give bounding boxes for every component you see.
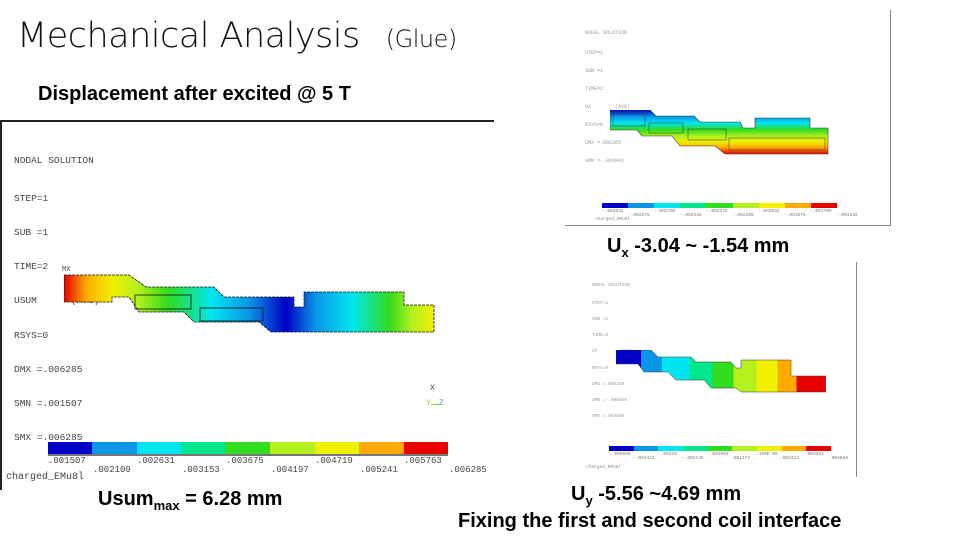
uy-color-legend xyxy=(609,446,832,451)
info-line: STEP=1 xyxy=(592,300,609,306)
info-line: TIME=2 xyxy=(14,261,49,273)
tick: -.003042 xyxy=(602,209,624,214)
info-line: STEP=1 xyxy=(585,50,604,56)
tick: .002109 xyxy=(93,465,131,475)
uy-contour-plot xyxy=(616,350,826,393)
ux-legend-ticks: -.003042 -.002708 -.002375 -.002042 -.00… xyxy=(602,209,882,219)
info-line: SUB =1 xyxy=(585,68,604,74)
usum-plot-panel: NODAL SOLUTION STEP=1 SUB =1 TIME=2 USUM… xyxy=(0,120,494,490)
tick: .004197 xyxy=(271,465,309,475)
info-line: SMN =-.003042 xyxy=(585,158,625,164)
usum-legend-ticks: .001507 .002631 .003675 .004719 .005763 … xyxy=(48,456,487,476)
info-line: TIME=2 xyxy=(585,86,604,92)
info-line: RSYS=0 xyxy=(585,122,604,128)
ux-contour-plot xyxy=(610,110,829,155)
usum-caption: Usummax = 6.28 mm xyxy=(98,488,282,513)
info-line: TIME=2 xyxy=(592,333,609,339)
tick: .004719 xyxy=(315,456,353,466)
axis-x-label: X xyxy=(430,384,435,393)
tick: .005241 xyxy=(360,465,398,475)
info-line: SMN =.001507 xyxy=(14,397,83,409)
caption-sub: x xyxy=(621,245,629,260)
info-line: DMX =.006265 xyxy=(592,381,625,387)
tick: -.001875 xyxy=(784,213,806,218)
info-line: SMX =.004689 xyxy=(592,414,625,420)
usum-contour-plot xyxy=(64,274,435,333)
title-suffix: (Glue) xyxy=(385,25,457,53)
axis-y-label: Y xyxy=(426,399,431,408)
ux-info-block: NODAL SOLUTION STEP=1 SUB =1 TIME=2 UX (… xyxy=(585,18,630,188)
caption-main: U xyxy=(607,235,622,257)
tick: -.004423 xyxy=(633,456,655,461)
caption-rest: = 6.28 mm xyxy=(179,488,283,510)
tick: .002631 xyxy=(137,456,175,466)
mx-label: MX xyxy=(62,266,71,274)
info-line: UX (AVG) xyxy=(585,104,631,110)
tick: -.002542 xyxy=(680,213,702,218)
tick: .005763 xyxy=(404,456,442,466)
title-text: Mechanical Analysis xyxy=(17,16,360,56)
tick: -.001542 xyxy=(836,213,858,218)
tick: .001274 xyxy=(731,456,750,461)
caption-rest: -3.04 ~ -1.54 mm xyxy=(628,235,790,257)
caption-sub: max xyxy=(153,498,180,513)
tick: .003675 xyxy=(226,456,264,466)
uy-caption-line2: Fixing the first and second coil interfa… xyxy=(458,510,842,532)
info-line: SMN =-.005556 xyxy=(592,397,628,403)
info-line: NODAL SOLUTION xyxy=(592,282,630,288)
tick: -.005556 xyxy=(609,452,631,457)
tick: -.001709 xyxy=(810,209,832,214)
tick: -.002146 xyxy=(682,456,704,461)
uy-legend-ticks: -.005556 -.00329 -.001003 .190E-05 .0035… xyxy=(609,452,859,462)
caption-main: Usum xyxy=(98,488,154,510)
caption-main: U xyxy=(571,483,586,505)
uy-info-block: NODAL SOLUTION STEP=1 SUB =1 TIME=2 UY (… xyxy=(592,272,633,430)
info-line: NODAL SOLUTION xyxy=(585,30,628,36)
ux-footer: charged_EMu8l xyxy=(595,217,631,222)
tick: -.002209 xyxy=(732,213,754,218)
ux-caption: Ux -3.04 ~ -1.54 mm xyxy=(607,235,789,260)
tick: .004689 xyxy=(829,456,848,461)
tick: -.001003 xyxy=(707,452,729,457)
uy-caption: Uy -5.56 ~4.69 mm xyxy=(571,483,741,508)
info-line: RSYS=0 xyxy=(592,365,609,371)
uy-plot-panel: NODAL SOLUTION STEP=1 SUB =1 TIME=2 UY (… xyxy=(570,262,857,477)
tick: -.00329 xyxy=(658,452,677,457)
slide-title: Mechanical Analysis (Glue) xyxy=(17,16,457,56)
caption-rest: -5.56 ~4.69 mm xyxy=(592,483,742,505)
info-line: NODAL SOLUTION xyxy=(14,154,94,166)
info-line: SUB =1 xyxy=(592,317,609,323)
tick: .002413 xyxy=(780,456,799,461)
tick: .001507 xyxy=(48,456,86,466)
usum-color-legend xyxy=(48,442,448,456)
info-line: SUB =1 xyxy=(14,227,49,239)
info-line: SMX =.006285 xyxy=(14,432,83,444)
usum-footer: charged_EMu8l xyxy=(6,472,85,483)
caption-sub: y xyxy=(585,493,593,508)
tick: .190E-05 xyxy=(756,452,778,457)
ux-plot-panel: NODAL SOLUTION STEP=1 SUB =1 TIME=2 UX (… xyxy=(565,10,891,226)
tick: .006285 xyxy=(449,465,487,475)
tick: .003153 xyxy=(182,465,220,475)
tick: -.002875 xyxy=(628,213,650,218)
info-line: DMX =.006285 xyxy=(14,363,83,375)
axis-z-label: Z xyxy=(438,399,444,408)
uy-footer: charged_EMu8l xyxy=(586,465,622,470)
info-line: STEP=1 xyxy=(14,192,49,204)
tick: -.002375 xyxy=(706,209,728,214)
slide-subtitle: Displacement after excited @ 5 T xyxy=(38,83,351,105)
tick: -.002708 xyxy=(654,209,676,214)
info-line: RSYS=0 xyxy=(14,329,49,341)
info-line: DMX =.006265 xyxy=(585,140,622,146)
tick: -.002042 xyxy=(758,209,780,214)
ux-color-legend xyxy=(602,203,837,208)
tick: .003552 xyxy=(805,452,824,457)
